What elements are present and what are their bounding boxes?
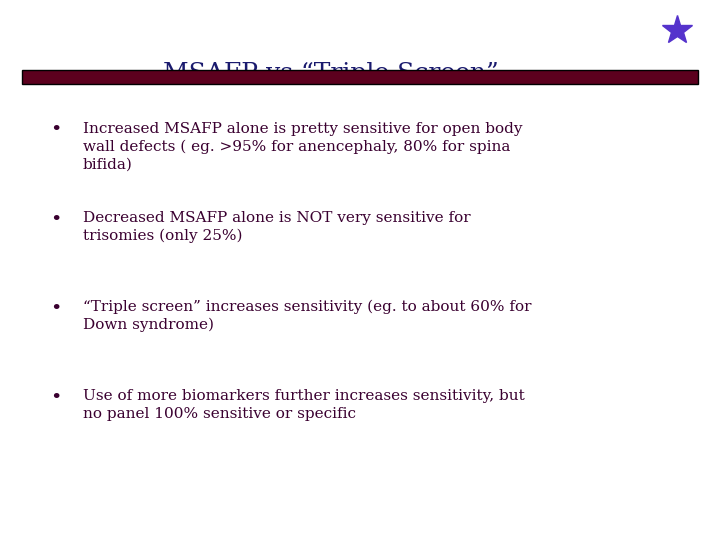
Text: MSAFP vs “Triple Screen”: MSAFP vs “Triple Screen” [163, 62, 499, 85]
Text: •: • [50, 211, 62, 228]
Text: •: • [50, 122, 62, 139]
Text: Use of more biomarkers further increases sensitivity, but
no panel 100% sensitiv: Use of more biomarkers further increases… [83, 389, 525, 421]
Text: Decreased MSAFP alone is NOT very sensitive for
trisomies (only 25%): Decreased MSAFP alone is NOT very sensit… [83, 211, 470, 243]
Text: •: • [50, 300, 62, 318]
Text: •: • [50, 389, 62, 407]
Text: “Triple screen” increases sensitivity (eg. to about 60% for
Down syndrome): “Triple screen” increases sensitivity (e… [83, 300, 531, 333]
Text: Increased MSAFP alone is pretty sensitive for open body
wall defects ( eg. >95% : Increased MSAFP alone is pretty sensitiv… [83, 122, 522, 172]
